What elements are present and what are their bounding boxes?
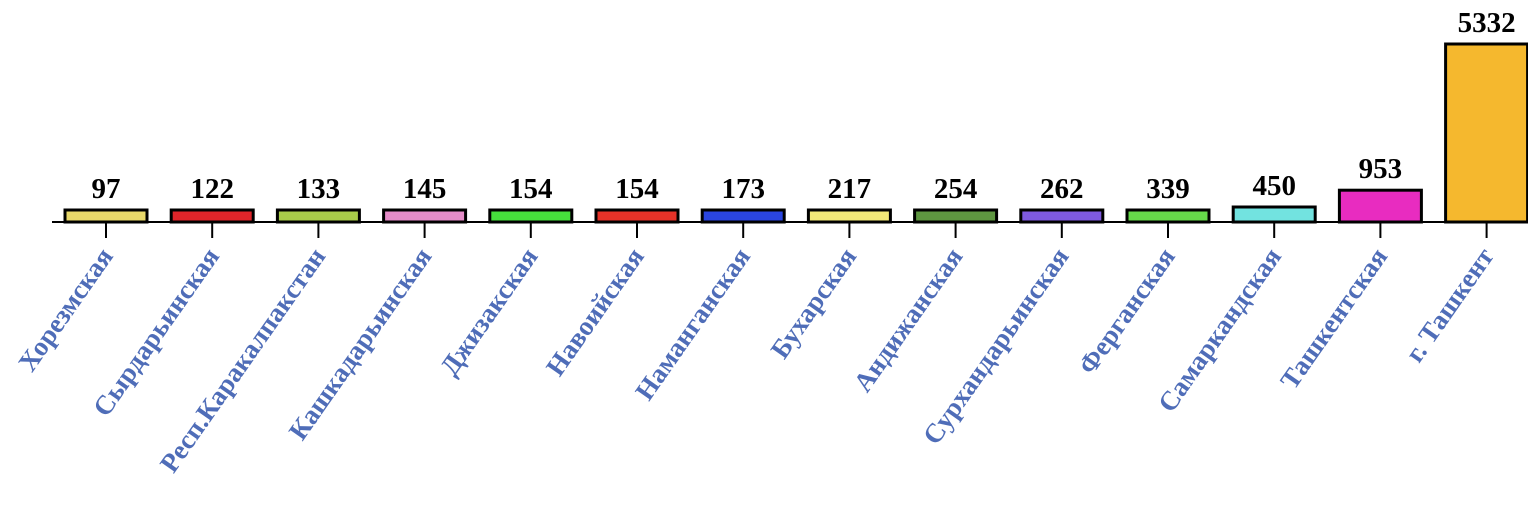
value-label: 262 [1040,173,1084,205]
bar-14 [1444,42,1528,224]
category-label: Ташкентская [1274,242,1393,394]
bar-12 [1231,205,1317,224]
value-label: 173 [721,173,765,205]
category-label: Навоийская [540,242,650,381]
value-label: 5332 [1458,7,1516,39]
bar-4 [382,208,468,224]
bar-10 [1019,208,1105,224]
category-label: Бухарская [765,242,863,364]
value-label: 97 [92,173,121,205]
bar-7 [700,208,786,224]
bars-group [63,42,1528,224]
value-label: 450 [1252,170,1296,202]
category-label: Наманганская [629,242,756,405]
value-label: 145 [403,173,447,205]
value-label: 133 [297,173,341,205]
bar-9 [913,208,999,224]
bar-2 [169,208,255,224]
bar-3 [275,208,361,224]
category-label: Андижанская [847,242,968,397]
value-label: 339 [1146,173,1190,205]
value-labels-group: 97 122 133 145 154 154 173 217 254 262 339 450 953 53… [92,7,1516,205]
category-label: г. Ташкент [1399,242,1499,367]
category-label: Хорезмская [12,242,119,377]
category-label: Джизакская [434,242,544,381]
ticks-group [105,222,1488,238]
value-label: 217 [828,173,872,205]
bar-6 [594,208,680,224]
value-label: 154 [615,173,659,205]
bar-13 [1337,188,1423,224]
category-labels-group: ХорезмскаяСырдарьинскаяРесп.Каракалпакст… [12,242,1499,478]
value-label: 122 [190,173,234,205]
value-label: 953 [1359,153,1403,185]
value-label: 254 [934,173,978,205]
bar-5 [488,208,574,224]
value-label: 154 [509,173,553,205]
category-label: Ферганская [1072,242,1181,379]
bar-1 [63,208,149,224]
bar-8 [806,208,892,224]
bar-11 [1125,208,1211,224]
